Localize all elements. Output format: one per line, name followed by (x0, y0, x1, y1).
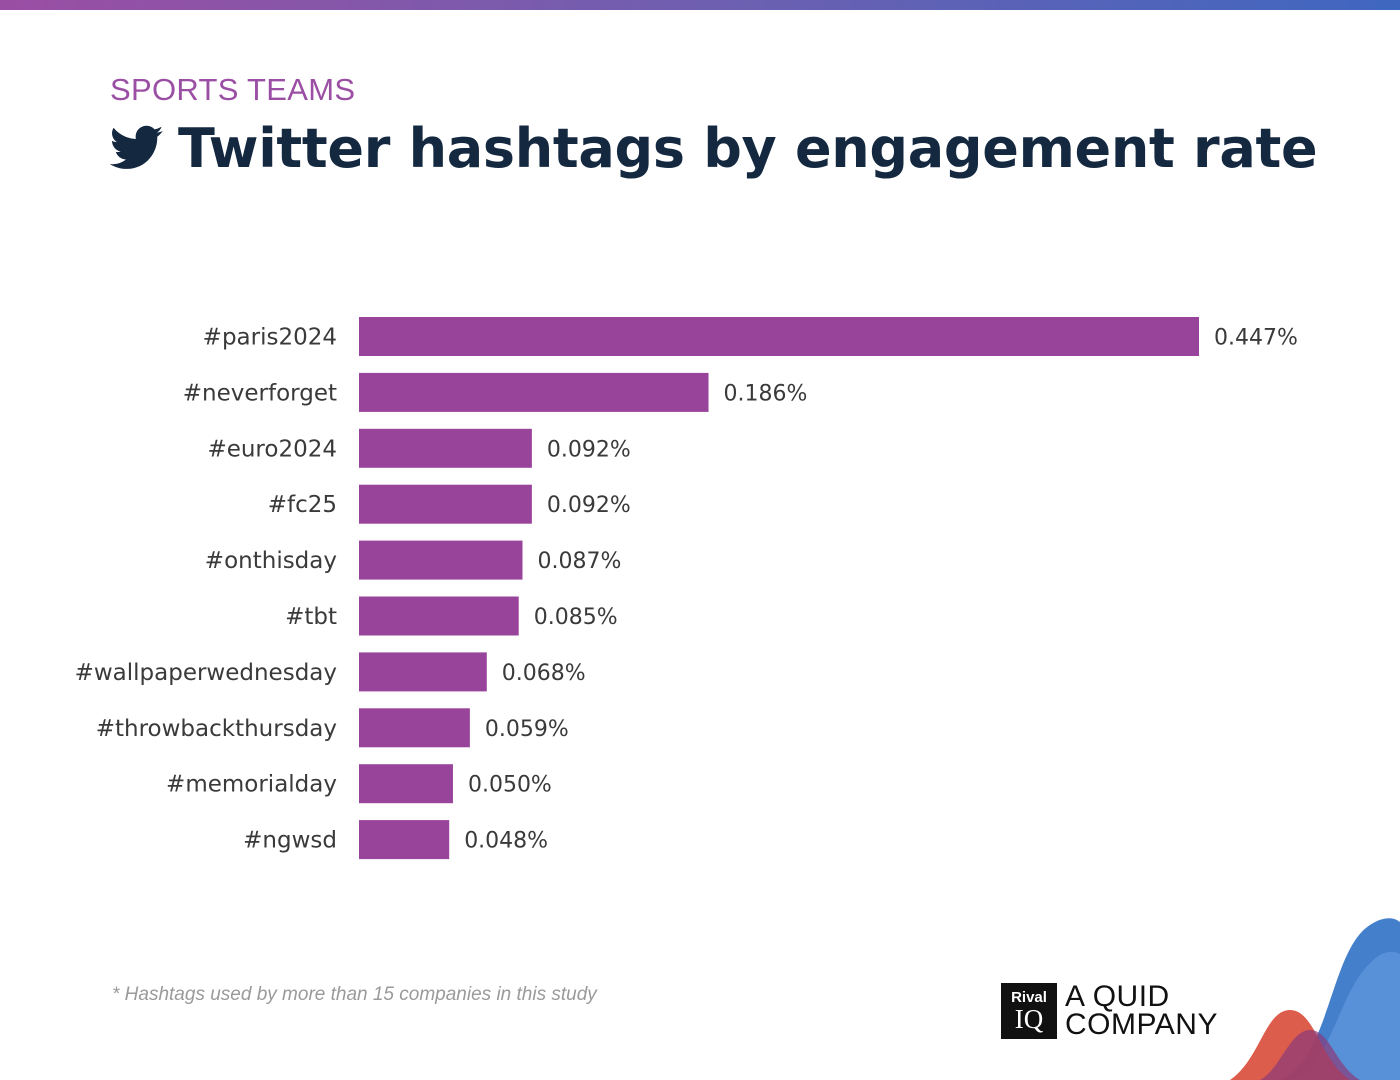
bar (359, 428, 532, 468)
brand-line-1: A QUID (1065, 980, 1170, 1014)
bar (359, 372, 709, 412)
brand-text: A QUID COMPANY (1065, 980, 1218, 1041)
logo-iq-text: IQ (1014, 1003, 1044, 1034)
value-label: 0.050% (468, 773, 552, 798)
category-label: #ngwsd (243, 828, 337, 854)
bar (359, 652, 487, 692)
logo-mark: Rival IQ (1001, 983, 1057, 1039)
category-label: #paris2024 (203, 325, 337, 351)
chart-title: Twitter hashtags by engagement rate (178, 116, 1318, 180)
category-label: #onthisday (205, 548, 337, 574)
footnote: * Hashtags used by more than 15 companie… (112, 984, 597, 1005)
bar (359, 596, 519, 636)
category-label: #tbt (285, 604, 337, 630)
title-row: Twitter hashtags by engagement rate (110, 112, 1318, 184)
top-gradient-bar (0, 0, 1400, 10)
category-label: #neverforget (183, 380, 337, 406)
value-label: 0.092% (547, 493, 631, 518)
corner-wave-decoration (1230, 918, 1400, 1080)
value-label: 0.186% (724, 381, 808, 406)
bar (359, 317, 1199, 356)
bar (359, 540, 523, 580)
rival-iq-logo: Rival IQ A QUID COMPANY (1001, 980, 1218, 1041)
value-label: 0.085% (534, 605, 618, 630)
category-label: #throwbackthursday (96, 716, 337, 742)
category-eyebrow: SPORTS TEAMS (110, 72, 356, 107)
value-label: 0.447% (1214, 326, 1298, 351)
value-label: 0.059% (485, 717, 569, 742)
category-label: #wallpaperwednesday (75, 660, 337, 686)
value-label: 0.068% (502, 661, 586, 686)
brand-line-2: COMPANY (1065, 1008, 1218, 1041)
value-label: 0.048% (464, 829, 548, 854)
bar (359, 820, 450, 860)
twitter-bird-icon (110, 125, 164, 169)
bar (359, 484, 532, 524)
bar (359, 708, 470, 748)
category-label: #fc25 (268, 492, 337, 518)
value-label: 0.087% (537, 549, 621, 574)
bar (359, 764, 453, 804)
logo-rival-text: Rival (1011, 988, 1047, 1006)
category-label: #euro2024 (207, 436, 337, 462)
value-label: 0.092% (547, 437, 631, 462)
category-label: #memorialday (166, 772, 337, 798)
bar-chart: #paris2024 0.447% #neverforget 0.186% #euro2… (75, 317, 1298, 860)
